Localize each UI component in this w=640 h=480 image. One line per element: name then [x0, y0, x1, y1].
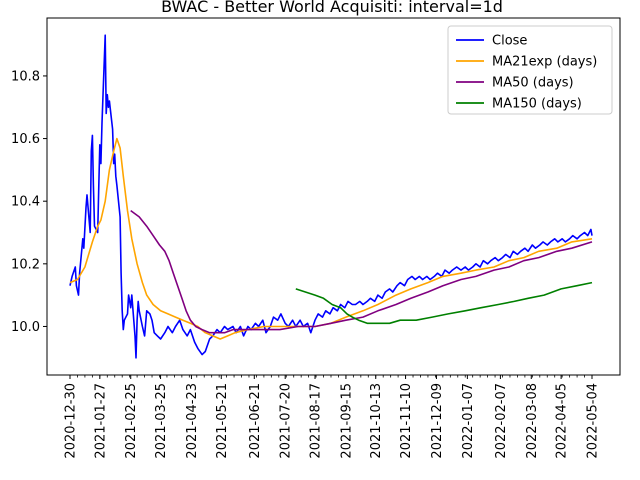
x-tick-label: 2021-02-25: [124, 383, 139, 459]
legend-label: MA50 (days): [492, 76, 574, 91]
legend-box: [447, 25, 613, 115]
y-tick-label: 10.6: [11, 132, 40, 147]
legend-label: MA150 (days): [492, 97, 582, 112]
y-axis: 10.0 10.2 10.4 10.6 10.8: [11, 69, 47, 335]
y-tick-label: 10.0: [11, 320, 40, 335]
x-tick-label: 2022-05-04: [586, 383, 601, 459]
series-line-1: [69, 137, 593, 340]
x-axis: 2020-12-30 2021-01-27 2021-02-25 2021-03-25…: [64, 375, 601, 459]
y-tick-label: 10.8: [11, 69, 40, 84]
series-line-0: [69, 34, 593, 359]
x-tick-label: 2022-01-07: [461, 383, 476, 459]
x-tick-label: 2021-03-25: [154, 383, 169, 459]
x-tick-label: 2021-05-21: [215, 383, 230, 459]
plot-area: [46, 17, 621, 376]
x-tick-label: 2022-03-08: [525, 383, 540, 459]
legend-label: MA21exp (days): [492, 55, 597, 70]
x-tick-label: 2021-01-27: [93, 383, 108, 459]
plot-frame: [46, 17, 621, 376]
x-tick-label: 2020-12-30: [64, 383, 79, 459]
chart-title: BWAC - Better World Acquisiti: interval=…: [161, 0, 503, 16]
x-tick-label: 2021-07-20: [279, 383, 294, 459]
x-tick-label: 2021-08-17: [309, 383, 324, 459]
y-tick-label: 10.2: [11, 257, 40, 272]
legend: Close MA21exp (days) MA50 (days) MA150 (day…: [447, 25, 613, 115]
x-tick-label: 2021-10-13: [369, 383, 384, 459]
x-tick-label: 2021-09-15: [339, 383, 354, 459]
x-tick-label: 2021-06-21: [248, 383, 263, 459]
x-tick-label: 2021-04-23: [185, 383, 200, 459]
x-tick-label: 2021-12-09: [430, 383, 445, 459]
y-tick-label: 10.4: [11, 195, 40, 210]
legend-label: Close: [492, 34, 527, 49]
series-line-2: [130, 209, 593, 334]
x-tick-label: 2022-02-07: [494, 383, 509, 459]
x-tick-label: 2021-11-10: [399, 383, 414, 459]
series-line-3: [295, 281, 593, 325]
x-tick-label: 2022-04-05: [555, 383, 570, 459]
